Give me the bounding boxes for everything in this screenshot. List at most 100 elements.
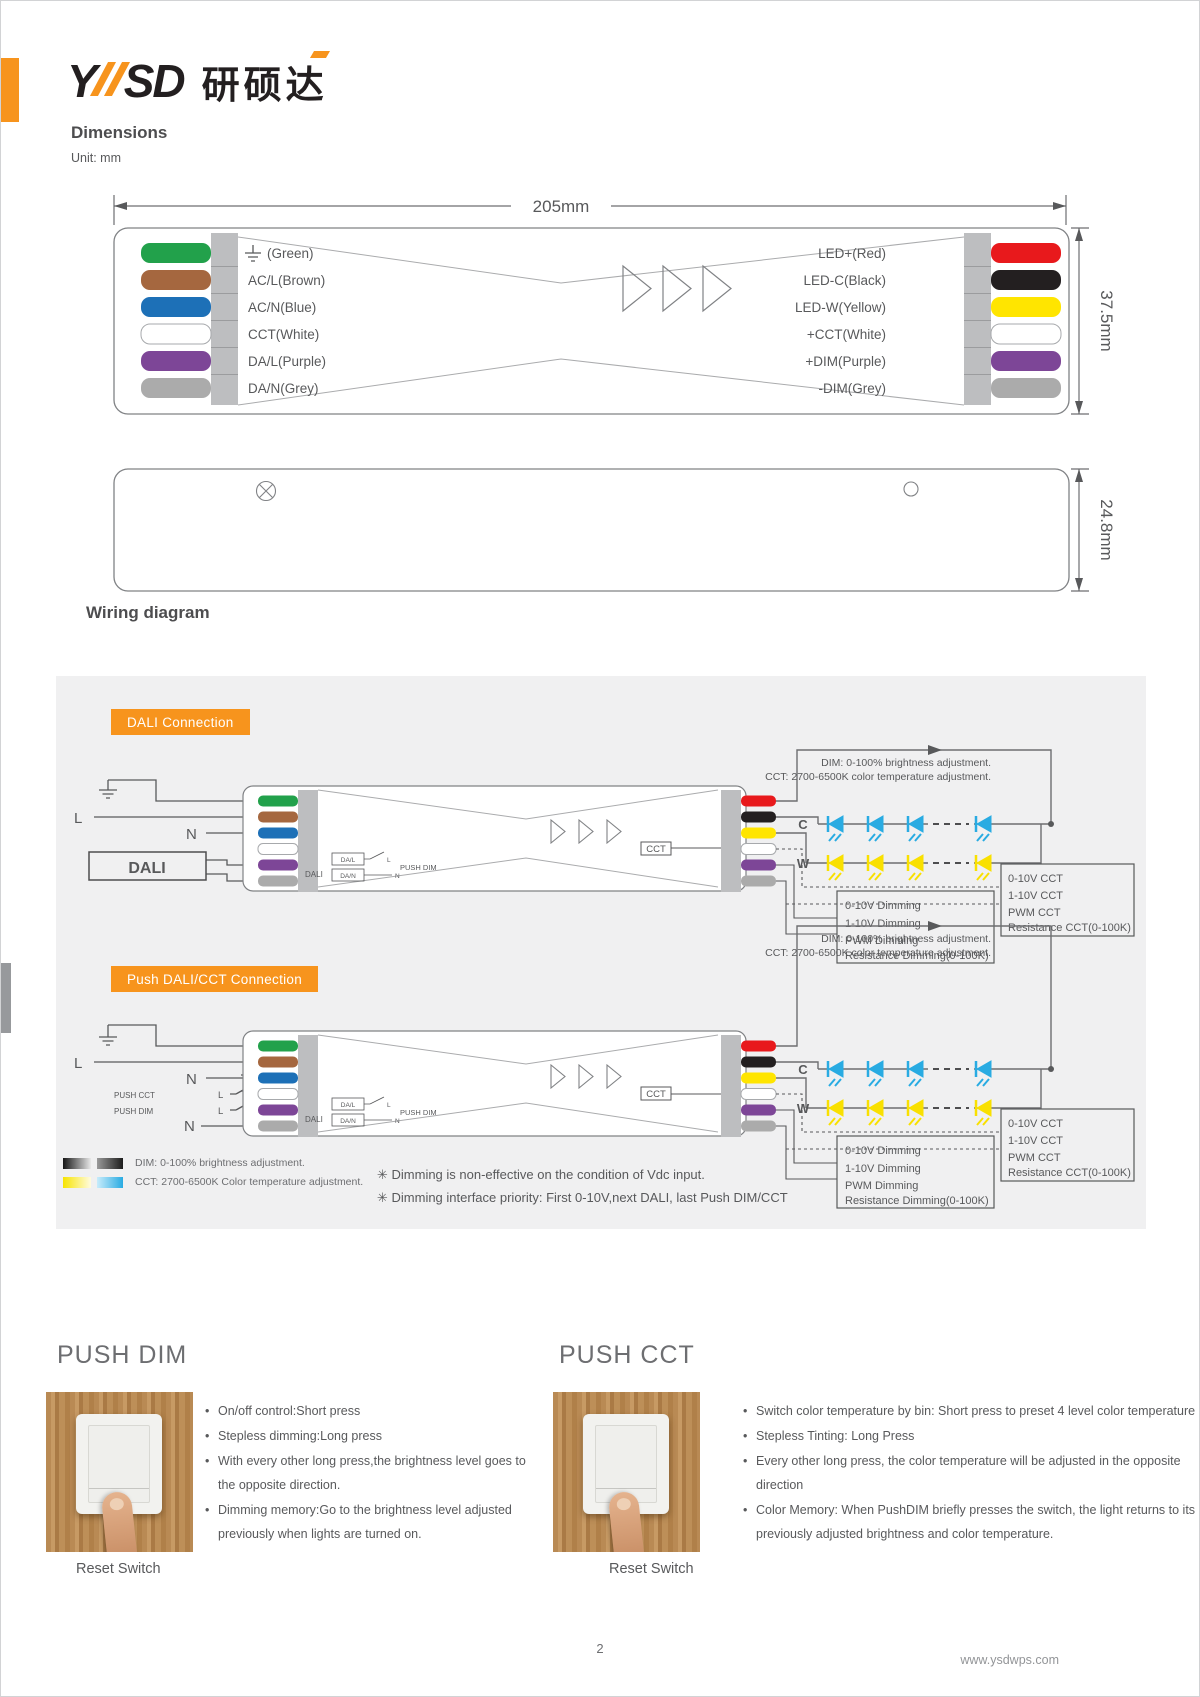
- wire-red: [991, 243, 1061, 263]
- warm-channel-label: W: [797, 1101, 810, 1116]
- cct-option: 0-10V CCT: [1008, 873, 1063, 885]
- internal-l-label: L: [387, 1102, 391, 1109]
- bullet: Stepless dimming:Long press: [205, 1424, 540, 1448]
- push-dim-caption: Reset Switch: [76, 1561, 161, 1577]
- arrowhead-down: [1075, 578, 1083, 591]
- flow-arrowhead: [928, 921, 942, 931]
- wire-label: -DIM(Grey): [819, 381, 887, 396]
- stub-purple: [741, 859, 776, 871]
- stub-yellow: [741, 827, 776, 839]
- stub-grey: [258, 875, 298, 887]
- cool-channel-label: C: [798, 817, 808, 832]
- left-terminal-block: [298, 1035, 318, 1137]
- junction-dot: [1048, 1066, 1054, 1072]
- direction-triangles: [622, 264, 732, 313]
- gradient-legend: DIM: 0-100% brightness adjustment. CCT: …: [63, 1157, 363, 1195]
- dim-gradient-bar: [63, 1157, 91, 1169]
- internal-pushdim-label: PUSH DIM: [400, 1108, 437, 1117]
- dim-note: DIM: 0-100% brightness adjustment.: [821, 757, 991, 769]
- mount-hole-icon: [903, 481, 919, 497]
- case-profile-lines: [317, 789, 719, 888]
- stub-brown: [258, 811, 298, 823]
- stub-green: [258, 1040, 298, 1052]
- bullet: On/off control:Short press: [205, 1399, 540, 1423]
- logo-letter-y: Y: [67, 55, 98, 107]
- terminal-separators: [211, 266, 238, 375]
- length-value: 205mm: [533, 197, 590, 216]
- stub-red: [741, 795, 776, 807]
- dali-bus-label: DALI: [128, 860, 165, 877]
- case-profile-lines: [237, 236, 965, 406]
- cct-internal-label: CCT: [646, 844, 666, 855]
- warm-white-led-string: [826, 1098, 993, 1127]
- stub-grey: [741, 1120, 776, 1132]
- legend-cct-text: CCT: 2700-6500K Color temperature adjust…: [135, 1176, 364, 1188]
- arrowhead-up: [1075, 469, 1083, 482]
- wiring-heading: Wiring diagram: [86, 603, 210, 622]
- push-cct-switch-photo: [553, 1392, 700, 1552]
- cct-option: 1-10V CCT: [1008, 1135, 1063, 1147]
- website-url: www.ysdwps.com: [960, 1653, 1059, 1667]
- stub-brown: [258, 1056, 298, 1068]
- brand-logo-chinese: 研硕达: [202, 50, 330, 109]
- direction-triangles: [550, 818, 622, 845]
- cct-gradient-bar: [97, 1176, 123, 1188]
- wire-label: AC/N(Blue): [248, 300, 316, 315]
- wire-blue: [141, 297, 211, 317]
- wire-white: [140, 323, 212, 345]
- note-priority: ✳ Dimming interface priority: First 0-10…: [377, 1190, 788, 1205]
- internal-dali-circuit: [331, 851, 392, 882]
- dim-note: DIM: 0-100% brightness adjustment.: [821, 933, 991, 945]
- stub-grey: [258, 1120, 298, 1132]
- stub-red: [741, 1040, 776, 1052]
- push-dali-cct-diagram: L N PUSH CCT L PUSH DIM L N: [74, 921, 1135, 1209]
- logo-letters-sd: SD: [123, 55, 186, 107]
- arrowhead-left: [114, 202, 127, 210]
- internal-pushdim-label: PUSH DIM: [400, 863, 437, 872]
- wire-white: [990, 323, 1062, 345]
- cct-option: Resistance CCT(0-100K): [1008, 922, 1131, 934]
- dimming-options-box: [836, 890, 995, 964]
- internal-dal-label: DA/L: [341, 1102, 356, 1109]
- cct-option: Resistance CCT(0-100K): [1008, 1167, 1131, 1179]
- driver-top-view-body: [113, 227, 1070, 415]
- depth-dimension-line: [1071, 468, 1089, 592]
- stub-blue: [258, 1072, 298, 1084]
- page-edge-orange-mark: [1, 58, 19, 122]
- stub-white: [740, 843, 777, 855]
- stub-green: [258, 795, 298, 807]
- left-terminal-block: [298, 790, 318, 892]
- stub-blue: [258, 827, 298, 839]
- wire-black: [991, 270, 1061, 290]
- cct-option: PWM CCT: [1008, 907, 1061, 919]
- wire-label: LED+(Red): [818, 246, 886, 261]
- fingernail: [109, 1497, 125, 1511]
- direction-triangles: [550, 1063, 622, 1090]
- warm-white-led-string: [826, 853, 993, 882]
- stub-black: [741, 811, 776, 823]
- wire-label: LED-C(Black): [803, 273, 886, 288]
- cool-white-led-string: [826, 1059, 993, 1088]
- push-cct-bullet-list: Switch color temperature by bin: Short p…: [743, 1399, 1199, 1547]
- legend-dim-text: DIM: 0-100% brightness adjustment.: [135, 1157, 305, 1169]
- junction-dot: [1048, 821, 1054, 827]
- internal-dan-label: DA/N: [340, 1118, 356, 1125]
- stub-grey: [741, 875, 776, 887]
- wire-label: CCT(White): [248, 327, 319, 342]
- dim-option: 0-10V Dimming: [845, 1145, 921, 1157]
- mains-input-lines: [94, 779, 258, 882]
- internal-dali-label: DALI: [305, 1115, 323, 1124]
- note-vdc: ✳ Dimming is non-effective on the condit…: [377, 1167, 705, 1182]
- dali-connection-diagram: L N DALI DALI D: [74, 745, 1135, 964]
- terminal-separators: [964, 266, 991, 375]
- cct-internal-label: CCT: [646, 1089, 666, 1100]
- page-number: 2: [596, 1641, 604, 1656]
- dim-option: 1-10V Dimming: [845, 1163, 921, 1175]
- continuation-dashes: [933, 1068, 969, 1109]
- internal-dali-label: DALI: [305, 870, 323, 879]
- push-cct-heading: PUSH CCT: [559, 1341, 695, 1369]
- cct-options-box: [1000, 1108, 1135, 1182]
- dali-connection-badge: DALI Connection: [111, 709, 250, 735]
- bullet: Every other long press, the color temper…: [743, 1449, 1199, 1497]
